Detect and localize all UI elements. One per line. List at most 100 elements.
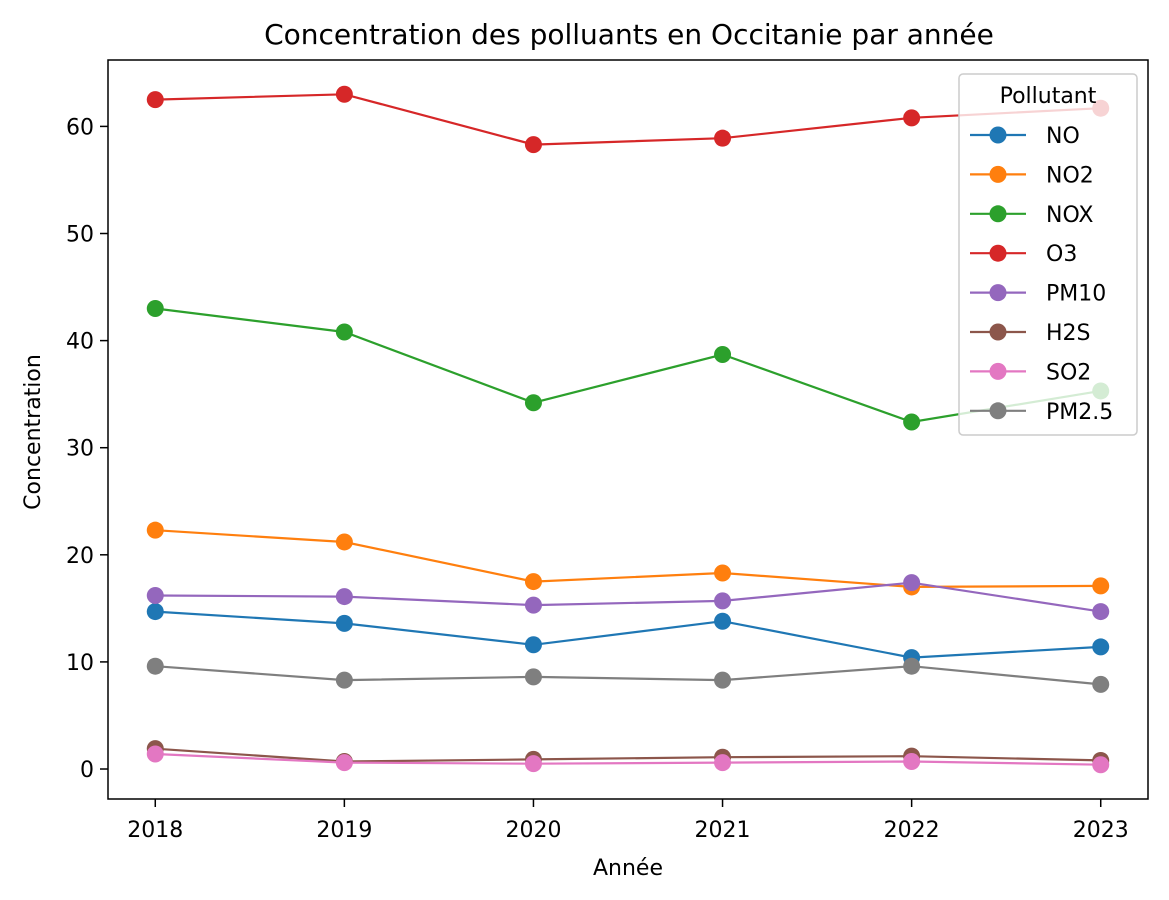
y-tick-label: 20 xyxy=(66,544,94,569)
series-line xyxy=(155,93,1101,146)
data-point xyxy=(903,574,921,592)
data-point xyxy=(524,668,542,686)
x-tick-label: 2022 xyxy=(884,818,940,843)
series-h2s xyxy=(146,740,1110,771)
y-tick-label: 10 xyxy=(66,651,94,676)
data-point xyxy=(1092,756,1110,774)
legend-label: NOX xyxy=(1046,203,1093,228)
legend-entry: PM10 xyxy=(970,282,1106,307)
legend-entry: NO xyxy=(970,124,1080,149)
legend-label: H2S xyxy=(1046,321,1091,346)
data-point xyxy=(903,657,921,675)
data-point xyxy=(1092,675,1110,693)
data-point xyxy=(146,603,164,621)
data-point xyxy=(903,413,921,431)
y-axis: 0 10 20 30 40 50 60 xyxy=(66,115,108,783)
series-line xyxy=(155,307,1101,424)
legend-entry: NO2 xyxy=(970,163,1094,188)
data-point xyxy=(524,573,542,591)
legend-swatch-marker xyxy=(989,205,1007,223)
data-point xyxy=(524,136,542,154)
y-tick-label: 40 xyxy=(66,330,94,355)
data-point xyxy=(146,521,164,539)
data-point xyxy=(335,323,353,341)
legend-swatch-marker xyxy=(989,323,1007,341)
series-line xyxy=(155,581,1101,613)
x-tick-label: 2023 xyxy=(1073,818,1129,843)
data-point xyxy=(524,636,542,654)
series-pm2-5 xyxy=(146,657,1110,693)
data-point xyxy=(146,745,164,763)
legend-entries: NO NO2 NOX O3 PM10 H2S SO2 PM2.5 xyxy=(970,124,1113,425)
legend-label: NO2 xyxy=(1046,163,1094,188)
data-point xyxy=(146,587,164,605)
series-o3 xyxy=(146,85,1110,154)
y-tick-label: 0 xyxy=(80,758,94,783)
y-tick-label: 30 xyxy=(66,437,94,462)
data-point xyxy=(146,91,164,109)
x-tick-label: 2018 xyxy=(127,818,183,843)
legend-label: NO xyxy=(1046,124,1080,149)
legend-swatch-marker xyxy=(989,362,1007,380)
data-point xyxy=(714,612,732,630)
data-point xyxy=(335,85,353,103)
data-point xyxy=(335,588,353,606)
legend-swatch-marker xyxy=(989,284,1007,302)
series-pm10 xyxy=(146,574,1110,621)
y-tick-label: 50 xyxy=(66,223,94,248)
data-point xyxy=(524,596,542,614)
data-point xyxy=(714,671,732,689)
data-point xyxy=(335,533,353,551)
series-so2 xyxy=(146,745,1110,774)
legend-swatch-marker xyxy=(989,165,1007,183)
legend-entry: O3 xyxy=(970,242,1077,267)
legend-entry: PM2.5 xyxy=(970,400,1113,425)
plot-series xyxy=(146,85,1110,774)
data-point xyxy=(1092,577,1110,595)
data-point xyxy=(524,394,542,412)
legend-entry: SO2 xyxy=(970,360,1091,385)
legend-label: O3 xyxy=(1046,242,1077,267)
legend-label: PM2.5 xyxy=(1046,400,1113,425)
data-point xyxy=(903,753,921,771)
series-line xyxy=(155,610,1101,659)
legend-swatch-marker xyxy=(989,126,1007,144)
legend-title: Pollutant xyxy=(1000,84,1097,109)
legend-swatch-marker xyxy=(989,244,1007,262)
x-tick-label: 2020 xyxy=(505,818,561,843)
series-line xyxy=(155,529,1101,589)
data-point xyxy=(146,657,164,675)
data-point xyxy=(335,614,353,632)
chart-title: Concentration des polluants en Occitanie… xyxy=(264,18,994,51)
legend: Pollutant NO NO2 NOX O3 PM10 H2S SO2 PM2.5 xyxy=(958,73,1138,436)
series-line xyxy=(155,665,1101,686)
x-tick-label: 2021 xyxy=(695,818,751,843)
x-axis-title: Année xyxy=(593,856,663,881)
series-no2 xyxy=(146,521,1110,596)
data-point xyxy=(714,564,732,582)
legend-box xyxy=(958,73,1138,436)
data-point xyxy=(714,592,732,610)
series-line xyxy=(155,747,1101,763)
legend-label: SO2 xyxy=(1046,360,1091,385)
legend-entry: NOX xyxy=(970,203,1093,228)
data-point xyxy=(146,299,164,317)
data-point xyxy=(714,346,732,364)
series-nox xyxy=(146,299,1110,431)
legend-swatch-marker xyxy=(989,402,1007,420)
data-point xyxy=(1092,603,1110,621)
data-point xyxy=(714,129,732,147)
legend-label: PM10 xyxy=(1046,282,1106,307)
plot-frame xyxy=(107,59,1149,800)
data-point xyxy=(714,754,732,772)
series-no xyxy=(146,603,1110,667)
series-line xyxy=(155,752,1101,766)
x-axis: 2018 2019 2020 2021 2022 2023 xyxy=(127,799,1129,843)
y-axis-title: Concentration xyxy=(21,354,46,510)
data-point xyxy=(524,755,542,773)
data-point xyxy=(1092,638,1110,656)
data-point xyxy=(335,671,353,689)
data-point xyxy=(903,109,921,127)
y-tick-label: 60 xyxy=(66,115,94,140)
